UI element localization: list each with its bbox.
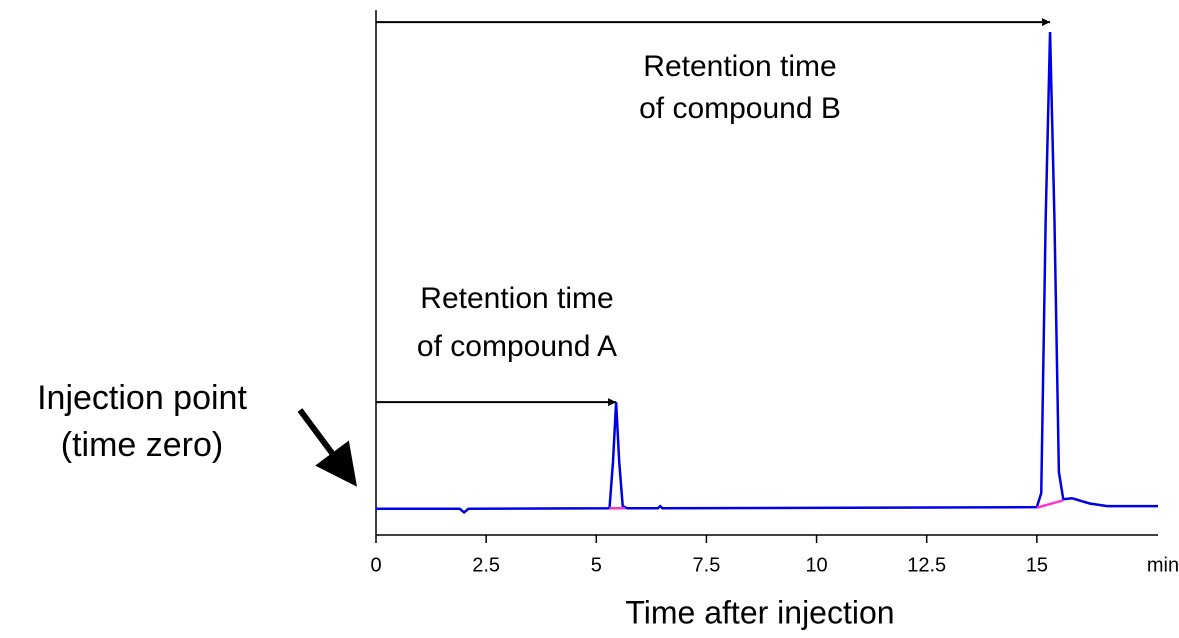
x-tick-label: 0: [370, 554, 381, 576]
injection-label: (time zero): [61, 426, 223, 464]
x-tick-label: 2.5: [472, 554, 500, 576]
x-tick-label: 7.5: [693, 554, 721, 576]
annotation-text: of compound B: [639, 92, 841, 125]
annotation-text: Retention time: [643, 50, 836, 83]
x-tick-label: 12.5: [907, 554, 946, 576]
injection-label: Injection point: [37, 379, 247, 417]
x-tick-label: 10: [805, 554, 827, 576]
signal-line: [1036, 499, 1064, 509]
x-unit: min: [1147, 554, 1179, 576]
annotation-text: of compound A: [417, 330, 617, 363]
signal-line: [376, 32, 1158, 515]
x-axis-title: Time after injection: [625, 594, 894, 630]
annotation-text: Retention time: [420, 282, 613, 315]
injection-arrow: [297, 408, 358, 487]
x-tick-label: 15: [1026, 554, 1048, 576]
x-tick-label: 5: [591, 554, 602, 576]
